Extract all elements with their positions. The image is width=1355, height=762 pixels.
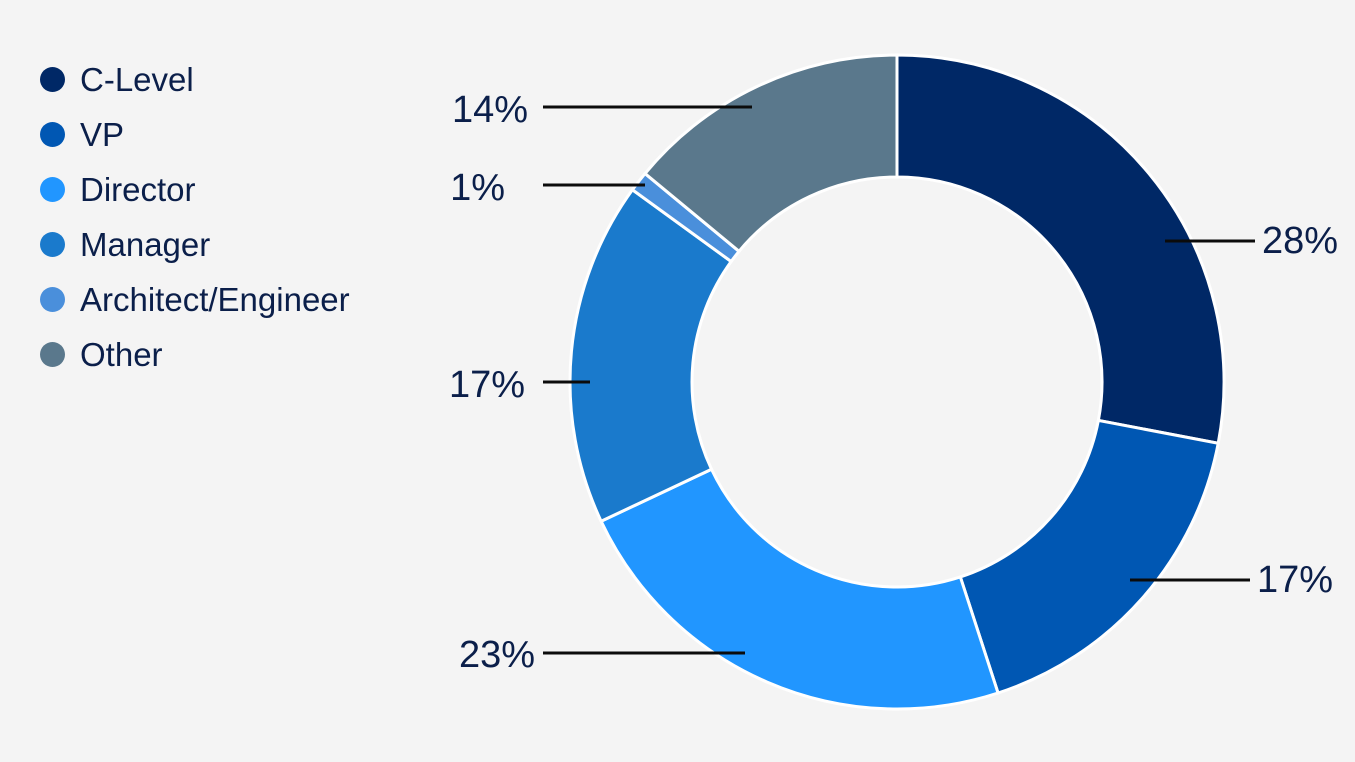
legend-item-manager: Manager [40,217,350,272]
data-label-architect-engineer: 1% [450,167,505,209]
legend-label-other: Other [80,335,163,373]
legend-swatch-architect-engineer [40,287,65,312]
legend-label-c-level: C-Level [80,60,194,98]
legend-swatch-manager [40,232,65,257]
legend-swatch-vp [40,122,65,147]
slice-director [599,467,1000,711]
leader-lines [543,105,1255,655]
legend-item-vp: VP [40,107,350,162]
data-label-vp: 17% [1257,559,1333,601]
legend-swatch-other [40,342,65,367]
slice-manager [568,187,734,524]
legend: C-Level VP Director Manager Architect/En… [40,52,350,382]
legend-label-vp: VP [80,115,125,153]
slice-labels: 28% 17% 23% 17% 1% 14% [449,89,1338,676]
slice-other [642,53,899,254]
data-label-other: 14% [452,89,528,131]
legend-swatch-c-level [40,67,65,92]
donut-slices [568,53,1226,711]
legend-label-architect-engineer: Architect/Engineer [80,280,350,318]
legend-item-architect-engineer: Architect/Engineer [40,272,350,327]
slice-vp [958,418,1220,695]
legend-label-director: Director [80,170,196,208]
data-label-manager: 17% [449,364,525,406]
legend-swatch-director [40,177,65,202]
legend-item-other: Other [40,327,350,382]
legend-item-c-level: C-Level [40,52,350,107]
data-label-director: 23% [459,634,535,676]
legend-item-director: Director [40,162,350,217]
legend-label-manager: Manager [80,225,211,263]
data-label-c-level: 28% [1262,220,1338,262]
slice-c-level [895,53,1226,446]
